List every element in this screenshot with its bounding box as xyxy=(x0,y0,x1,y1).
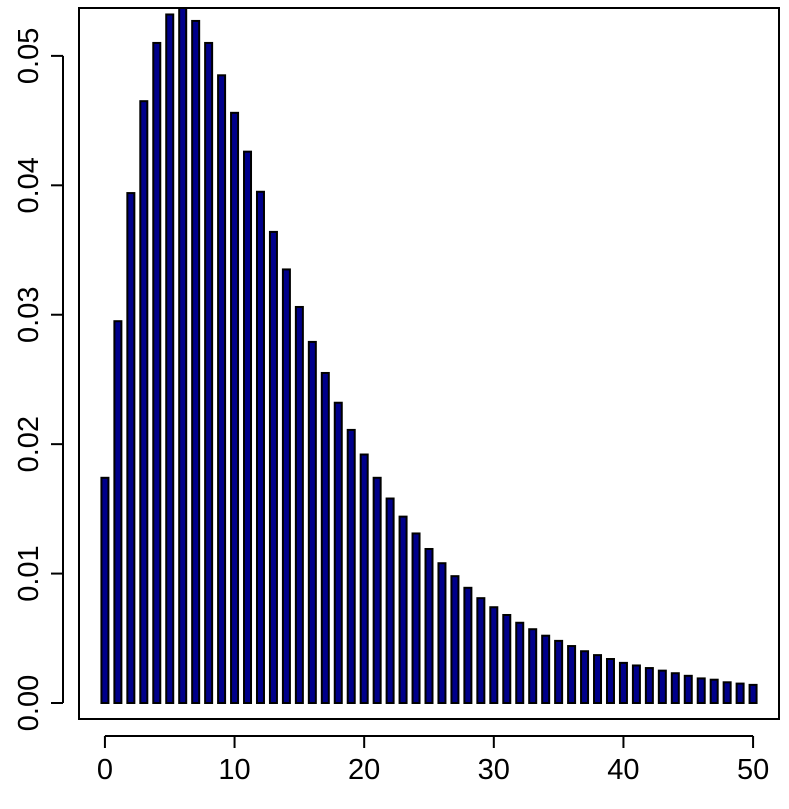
bar xyxy=(268,230,278,704)
x-tick-label: 20 xyxy=(348,754,380,786)
bar xyxy=(243,150,253,705)
y-tick-label: 0.05 xyxy=(13,28,45,84)
bar xyxy=(100,476,110,704)
bar xyxy=(670,672,680,704)
bar xyxy=(307,340,317,704)
bar xyxy=(139,100,149,705)
bar xyxy=(217,74,227,705)
bar xyxy=(294,305,304,704)
bar xyxy=(489,606,499,704)
bar xyxy=(113,320,123,704)
bar xyxy=(502,613,512,704)
bar xyxy=(528,628,538,704)
bar xyxy=(126,192,136,704)
bar xyxy=(255,190,265,704)
bar xyxy=(398,515,408,704)
bar xyxy=(618,661,628,705)
bar xyxy=(554,639,564,705)
x-axis: 0 10 20 30 40 50 xyxy=(97,735,769,786)
bar xyxy=(230,111,240,704)
bar xyxy=(437,562,447,704)
bar xyxy=(152,41,162,704)
bar xyxy=(476,597,486,704)
bar xyxy=(709,678,719,705)
bar xyxy=(463,586,473,704)
bar xyxy=(385,497,395,705)
bar xyxy=(644,667,654,704)
bar xyxy=(696,677,706,704)
bar xyxy=(178,7,188,704)
y-tick-label: 0.02 xyxy=(13,416,45,472)
x-tick-label: 0 xyxy=(97,754,113,786)
bar xyxy=(567,645,577,704)
plot-frame xyxy=(78,7,780,720)
bar-group xyxy=(100,7,758,705)
bar xyxy=(411,532,421,705)
bar xyxy=(515,621,525,705)
bar xyxy=(605,658,615,704)
bar xyxy=(424,547,434,704)
x-tick-label: 30 xyxy=(478,754,510,786)
bar xyxy=(165,13,175,705)
bar xyxy=(593,654,603,704)
bar xyxy=(204,41,214,704)
y-axis: 0.00 0.01 0.02 0.03 0.04 0.05 xyxy=(13,28,64,731)
bar xyxy=(346,428,356,704)
y-tick-label: 0.01 xyxy=(13,545,45,601)
y-tick-label: 0.04 xyxy=(13,157,45,213)
y-tick-label: 0.00 xyxy=(13,675,45,731)
x-tick-label: 50 xyxy=(737,754,769,786)
bar xyxy=(281,268,291,704)
bar xyxy=(541,634,551,705)
bar xyxy=(359,453,369,705)
bar xyxy=(657,669,667,705)
x-tick-label: 40 xyxy=(607,754,639,786)
bar xyxy=(631,664,641,704)
bar xyxy=(333,401,343,704)
bar xyxy=(580,650,590,704)
bar xyxy=(372,476,382,704)
bar xyxy=(191,19,201,704)
bar xyxy=(748,683,758,705)
bar xyxy=(320,371,330,704)
bar xyxy=(450,575,460,704)
x-tick-label: 10 xyxy=(218,754,250,786)
bar xyxy=(683,674,693,705)
y-tick-label: 0.03 xyxy=(13,287,45,343)
bar xyxy=(735,682,745,705)
bar xyxy=(722,681,732,704)
